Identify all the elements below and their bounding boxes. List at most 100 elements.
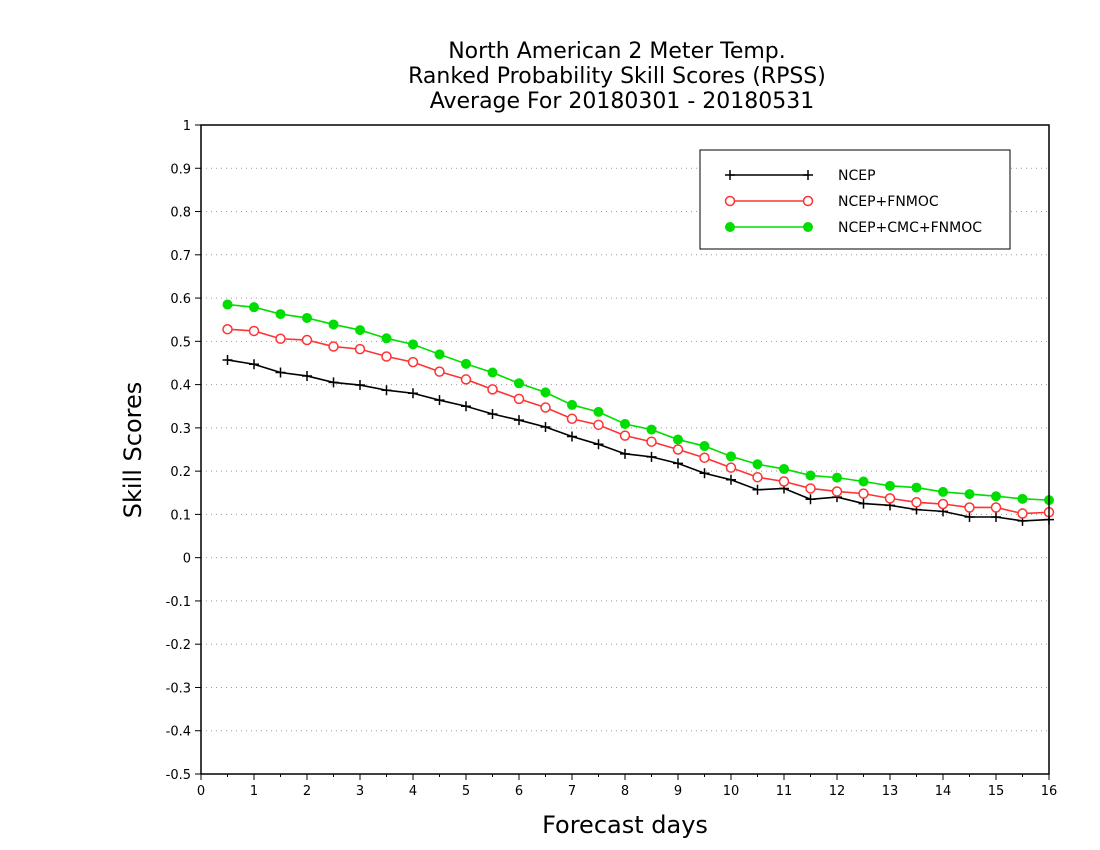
y-axis-ticks: 1 0.9 0.8 0.7 0.6 0.5 0.4 0.3 0.2 0.1 0 -0.1 -0.2 -0.… xyxy=(166,119,201,783)
y-tick-label: 0.5 xyxy=(170,335,191,350)
data-point xyxy=(567,431,577,442)
x-axis-ticks: 0 1 2 3 4 5 6 7 8 9 10 11 12 13 14 15 16 xyxy=(197,774,1057,799)
data-point xyxy=(408,388,418,399)
data-point xyxy=(991,491,1001,502)
data-point xyxy=(487,409,498,420)
data-point xyxy=(487,367,498,378)
data-point xyxy=(487,384,498,395)
data-point xyxy=(990,502,1002,513)
data-point xyxy=(620,418,630,429)
data-point xyxy=(620,448,630,459)
data-point xyxy=(593,406,604,417)
legend: NCEP NCEP+FNMOC NCEP+CMC+FNMOC xyxy=(699,149,1011,250)
data-point xyxy=(673,434,683,445)
data-point xyxy=(275,333,286,344)
data-point xyxy=(991,511,1001,522)
data-point xyxy=(911,482,922,493)
x-tick-label: 11 xyxy=(776,784,793,799)
data-point xyxy=(802,195,814,207)
data-point xyxy=(858,476,869,487)
data-point xyxy=(434,395,445,406)
data-point xyxy=(858,488,869,499)
x-tick-label: 9 xyxy=(674,784,682,799)
data-point xyxy=(885,480,895,491)
data-point xyxy=(408,339,418,350)
series-line xyxy=(227,359,1050,522)
data-point xyxy=(567,399,577,410)
y-tick-label: 0.3 xyxy=(170,422,191,437)
title-line-3: Average For 20180301 - 20180531 xyxy=(430,89,815,114)
y-tick-label: -0.2 xyxy=(166,638,191,653)
data-point xyxy=(593,419,604,431)
data-point xyxy=(514,378,524,389)
data-point xyxy=(461,401,471,412)
data-point xyxy=(779,463,789,474)
data-point xyxy=(964,489,975,500)
series-ncep xyxy=(222,354,1054,526)
data-point xyxy=(249,359,259,370)
data-point xyxy=(726,451,736,462)
data-point xyxy=(937,498,949,510)
data-point xyxy=(964,511,975,522)
data-point xyxy=(803,222,813,232)
data-point xyxy=(724,195,736,207)
data-point xyxy=(355,325,365,336)
data-point xyxy=(301,334,313,346)
data-point xyxy=(354,343,366,355)
x-tick-label: 10 xyxy=(723,784,740,799)
data-point xyxy=(328,377,339,388)
x-tick-label: 8 xyxy=(621,784,629,799)
data-point xyxy=(699,441,710,452)
x-tick-label: 2 xyxy=(303,784,311,799)
data-point xyxy=(222,354,233,365)
chart-title: North American 2 Meter Temp. Ranked Prob… xyxy=(408,39,826,114)
data-point xyxy=(222,299,233,310)
x-tick-label: 14 xyxy=(935,784,952,799)
data-point xyxy=(858,498,869,509)
data-point xyxy=(725,462,737,473)
y-tick-label: 0.7 xyxy=(170,249,191,264)
data-point xyxy=(514,415,524,426)
data-point xyxy=(461,358,471,369)
legend-label: NCEP xyxy=(838,168,876,184)
legend-label: NCEP+CMC+FNMOC xyxy=(838,220,982,236)
title-line-2: Ranked Probability Skill Scores (RPSS) xyxy=(408,64,826,89)
y-tick-label: -0.5 xyxy=(166,768,191,783)
data-point xyxy=(726,474,736,485)
x-tick-label: 13 xyxy=(882,784,899,799)
data-point xyxy=(328,319,339,330)
data-point xyxy=(434,366,445,377)
data-point xyxy=(673,458,683,469)
y-tick-label: 1 xyxy=(183,119,191,134)
data-point xyxy=(805,470,816,481)
data-point xyxy=(831,486,843,497)
x-tick-label: 7 xyxy=(568,784,576,799)
data-point xyxy=(884,493,896,504)
y-tick-label: 0 xyxy=(183,552,191,567)
data-point xyxy=(328,341,339,352)
y-tick-label: 0.9 xyxy=(170,162,191,177)
x-tick-label: 5 xyxy=(462,784,470,799)
y-tick-label: -0.1 xyxy=(166,595,191,610)
data-point xyxy=(222,323,233,335)
data-point xyxy=(381,351,392,362)
data-point xyxy=(752,459,763,470)
data-point xyxy=(407,356,419,368)
series-ncep-fnmoc xyxy=(222,323,1055,519)
data-point xyxy=(381,385,392,396)
data-point xyxy=(540,422,551,433)
data-point xyxy=(1017,508,1028,519)
data-point xyxy=(725,222,735,232)
series-line xyxy=(227,328,1050,515)
data-point xyxy=(805,483,816,494)
data-point xyxy=(434,349,445,360)
data-point xyxy=(646,436,657,447)
y-tick-label: 0.1 xyxy=(170,508,191,523)
data-point xyxy=(832,472,842,483)
data-point xyxy=(646,424,657,435)
series-ncep-cmc-fnmoc xyxy=(222,299,1054,506)
data-point xyxy=(699,468,710,479)
data-point xyxy=(964,502,975,513)
data-point xyxy=(646,451,657,462)
data-point xyxy=(699,452,710,463)
